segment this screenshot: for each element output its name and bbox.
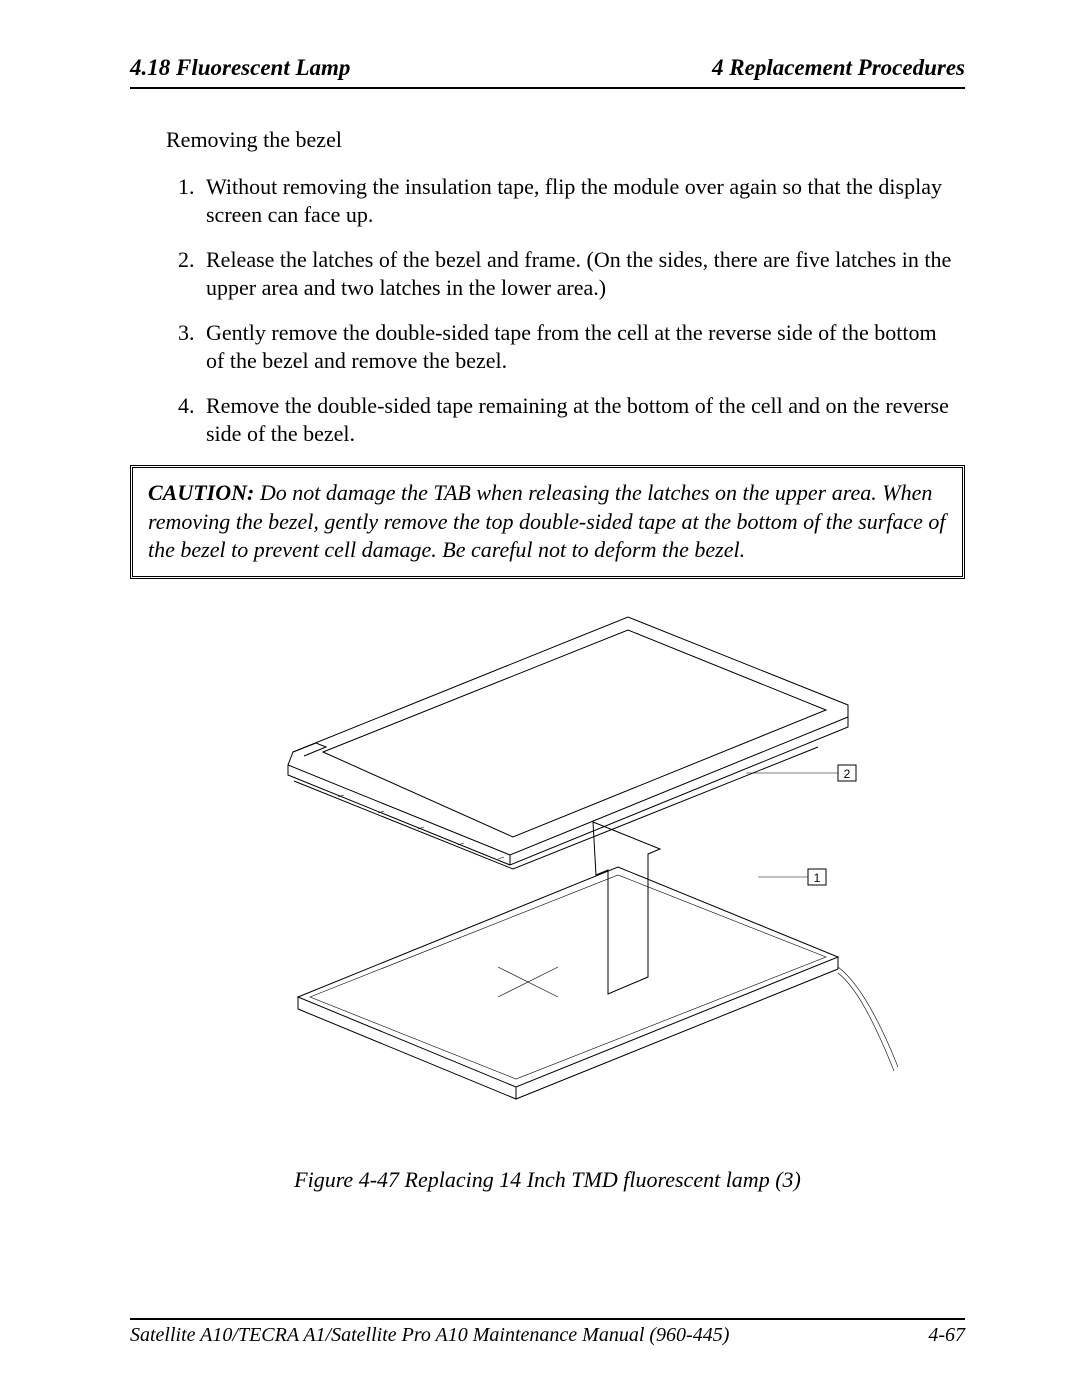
page-footer: Satellite A10/TECRA A1/Satellite Pro A10… <box>130 1318 965 1347</box>
figure: 2 1 <box>130 597 965 1193</box>
footer-right: 4-67 <box>928 1324 965 1347</box>
callout-1: 1 <box>758 869 826 885</box>
bezel-shape <box>288 617 848 869</box>
step-item: Gently remove the double-sided tape from… <box>200 319 955 374</box>
header-left: 4.18 Fluorescent Lamp <box>130 55 350 81</box>
section-intro: Removing the bezel <box>166 127 965 153</box>
callout-2-label: 2 <box>843 767 850 781</box>
step-item: Remove the double-sided tape remaining a… <box>200 392 955 447</box>
page: 4.18 Fluorescent Lamp 4 Replacement Proc… <box>0 0 1080 1397</box>
caution-body: Do not damage the TAB when releasing the… <box>148 480 946 562</box>
header-right: 4 Replacement Procedures <box>712 55 965 81</box>
caution-label: CAUTION: <box>148 480 254 505</box>
diagram-svg: 2 1 <box>198 597 898 1157</box>
footer-left: Satellite A10/TECRA A1/Satellite Pro A10… <box>130 1324 729 1347</box>
caution-box: CAUTION: Do not damage the TAB when rele… <box>130 465 965 579</box>
lift-arrow <box>593 822 660 994</box>
caution-text: CAUTION: Do not damage the TAB when rele… <box>136 471 959 573</box>
page-header: 4.18 Fluorescent Lamp 4 Replacement Proc… <box>130 55 965 81</box>
callout-2: 2 <box>746 765 856 781</box>
step-list: Without removing the insulation tape, fl… <box>200 173 965 447</box>
callout-1-label: 1 <box>813 871 820 885</box>
step-item: Without removing the insulation tape, fl… <box>200 173 955 228</box>
header-rule <box>130 87 965 89</box>
step-item: Release the latches of the bezel and fra… <box>200 246 955 301</box>
figure-caption: Figure 4-47 Replacing 14 Inch TMD fluore… <box>130 1167 965 1193</box>
footer-rule <box>130 1318 965 1320</box>
cell-shape <box>298 867 898 1099</box>
